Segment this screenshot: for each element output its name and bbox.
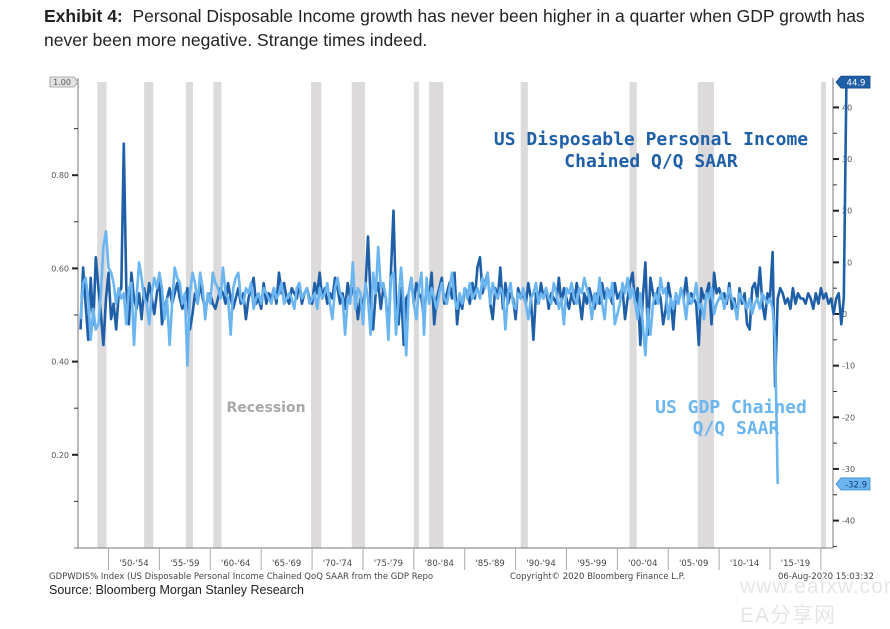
right-axis-tick-label: 30: [842, 155, 852, 164]
left-axis-tick-label: 0.60: [51, 264, 69, 273]
dpi-last-value-label: 44.9: [847, 79, 866, 89]
left-axis-tick-label: 0.40: [51, 358, 69, 367]
chart: 0.200.400.600.801.00403020100-10-20-30-4…: [49, 75, 871, 570]
x-axis-tick-label: '70-'74: [323, 559, 352, 569]
watermark: www.eafxw.com EA分享网: [740, 575, 890, 627]
recession-band: [311, 82, 322, 548]
right-axis-tick-label: -20: [842, 413, 855, 422]
timestamp: 06-Aug-2020 15:03:32: [778, 572, 874, 582]
gdp-last-value-label: -32.9: [845, 480, 867, 490]
left-axis-tick-label: 0.20: [51, 451, 69, 460]
x-axis-tick-label: '65-'69: [272, 559, 301, 569]
left-axis-top-label: 1.00: [53, 78, 71, 87]
left-axis-top-badge: [49, 76, 79, 88]
x-axis-tick-label: '05-'09: [679, 559, 708, 569]
gdp-series-label-line1: US GDP Chained: [655, 397, 807, 418]
x-axis-tick-label: '50-'54: [119, 559, 148, 569]
exhibit-label: Exhibit 4:: [44, 6, 123, 26]
recession-band: [697, 82, 715, 548]
recession-band: [520, 82, 528, 548]
exhibit-title-text: Personal Disposable Income growth has ne…: [44, 6, 865, 50]
dpi-series-line: [79, 82, 848, 388]
x-axis-tick-label: '60-'64: [221, 559, 250, 569]
x-axis-tick-label: '55-'59: [170, 559, 199, 569]
x-axis-tick-label: '95-'99: [577, 559, 606, 569]
x-axis-tick-label: '00-'04: [628, 559, 657, 569]
series: 44.9 -32.9: [79, 75, 871, 491]
left-axis-tick-label: 0.80: [51, 171, 69, 180]
right-axis-tick-label: 10: [842, 258, 852, 267]
chart-labels: Recession US Disposable Personal Income …: [226, 129, 808, 439]
recession-band: [629, 82, 637, 548]
x-axis-tick-label: '85-'89: [475, 559, 504, 569]
recession-band: [820, 82, 826, 548]
x-axis-tick-label: '75-'79: [374, 559, 403, 569]
source-note: Source: Bloomberg Morgan Stanley Researc…: [49, 583, 304, 597]
x-axis-tick-label: '15-'19: [781, 559, 810, 569]
index-note: GDPWDIS% Index (US Disposable Personal I…: [49, 572, 434, 582]
right-axis-tick-label: -40: [842, 517, 855, 526]
right-axis-tick-label: -30: [842, 465, 855, 474]
gdp-last-value-badge: [835, 477, 871, 491]
dpi-series-label-line2: Chained Q/Q SAAR: [564, 151, 738, 172]
dpi-series-label-line1: US Disposable Personal Income: [494, 129, 808, 150]
exhibit-title: Exhibit 4: Personal Disposable Income gr…: [44, 4, 884, 52]
x-axis-tick-label: '80-'84: [425, 559, 454, 569]
axes: 0.200.400.600.801.00403020100-10-20-30-4…: [49, 76, 855, 570]
x-axis-tick-label: '90-'94: [526, 559, 555, 569]
right-axis-tick-label: -10: [842, 362, 855, 371]
gdp-series-line: [79, 230, 779, 484]
x-axis-tick-label: '10-'14: [730, 559, 759, 569]
recession-label: Recession: [226, 400, 305, 416]
dpi-last-value-badge: [835, 75, 871, 89]
recession-band: [213, 82, 222, 548]
right-axis-tick-label: 20: [842, 207, 852, 216]
copyright: Copyright© 2020 Bloomberg Finance L.P.: [510, 572, 686, 582]
gdp-series-label-line2: Q/Q SAAR: [693, 418, 780, 439]
right-axis-tick-label: 0: [842, 310, 847, 319]
